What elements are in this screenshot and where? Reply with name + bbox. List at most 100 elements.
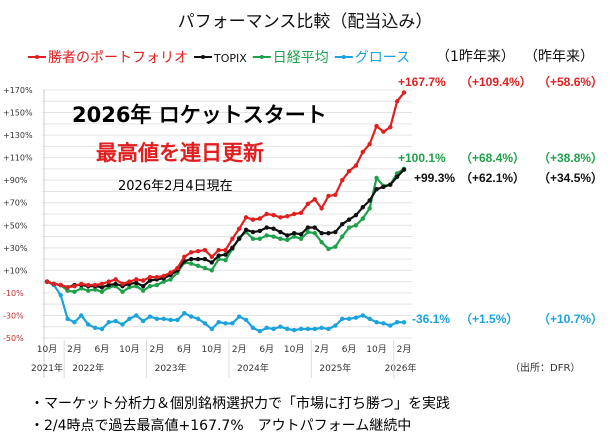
- data-point: [65, 285, 70, 290]
- legend-label: グロース: [355, 50, 410, 66]
- legend-marker: [201, 55, 205, 59]
- x-year-label: 2023年: [155, 362, 187, 374]
- data-point: [401, 90, 407, 95]
- data-point: [360, 149, 366, 155]
- data-point: [312, 230, 317, 236]
- note-line-1: ・マーケット分析力＆個別銘柄選択力で「市場に打ち勝つ」を実践: [30, 395, 450, 412]
- data-point: [216, 247, 221, 253]
- data-point: [271, 234, 276, 239]
- y-tick-label: +170%: [3, 86, 33, 95]
- data-point: [134, 280, 139, 285]
- data-point: [58, 292, 63, 298]
- data-point: [223, 321, 228, 326]
- series-3: [44, 279, 407, 334]
- y-tick-label: +150%: [3, 109, 33, 118]
- data-point: [161, 316, 166, 322]
- legend-label: 勝者のポートフォリオ: [48, 50, 188, 66]
- data-point: [65, 288, 70, 293]
- data-point: [360, 205, 366, 210]
- data-point: [381, 184, 386, 190]
- data-point: [147, 278, 153, 283]
- data-point: [257, 236, 263, 241]
- data-point: [154, 316, 160, 322]
- data-point: [168, 317, 173, 323]
- y-tick-label: +10%: [3, 266, 28, 275]
- x-tick-label: 6月: [259, 344, 274, 355]
- data-point: [134, 313, 139, 318]
- data-point: [394, 174, 400, 179]
- data-point: [278, 324, 283, 329]
- data-point: [209, 260, 214, 265]
- data-point: [202, 256, 208, 262]
- data-point: [195, 316, 201, 322]
- data-point: [127, 285, 132, 290]
- data-point: [278, 229, 283, 235]
- legend-label: 日経平均: [273, 50, 329, 66]
- data-point: [278, 215, 283, 220]
- final-value-label: +167.7%: [398, 75, 446, 89]
- data-point: [353, 315, 359, 320]
- final-value-label: -36.1%: [412, 312, 450, 326]
- data-point: [243, 215, 249, 220]
- data-point: [216, 253, 221, 258]
- data-point: [374, 123, 379, 129]
- data-point: [120, 322, 125, 327]
- data-point: [92, 325, 98, 331]
- data-point: [285, 214, 290, 219]
- data-point: [134, 277, 139, 282]
- data-point: [161, 273, 166, 279]
- data-point: [99, 285, 105, 290]
- legend-label: TOPIX: [213, 52, 247, 65]
- data-point: [278, 236, 283, 241]
- data-point: [319, 206, 324, 211]
- y-tick-label: +70%: [3, 199, 28, 208]
- data-point: [161, 279, 166, 284]
- data-point: [305, 225, 311, 230]
- x-year-label: 2026年: [385, 362, 417, 374]
- data-point: [72, 283, 77, 289]
- data-point: [127, 316, 132, 322]
- series-lines: [44, 90, 407, 334]
- data-point: [333, 244, 338, 249]
- data-point: [285, 233, 290, 238]
- data-point: [291, 234, 297, 239]
- data-point: [367, 198, 372, 203]
- data-point: [333, 192, 338, 198]
- data-point: [291, 211, 297, 217]
- data-point: [120, 289, 125, 294]
- data-point: [230, 245, 235, 251]
- x-tick-label: 2月: [314, 344, 329, 355]
- legend-marker: [259, 55, 264, 59]
- data-point: [388, 323, 393, 328]
- data-point: [209, 326, 214, 332]
- data-point: [264, 225, 269, 230]
- data-point: [209, 268, 214, 273]
- data-point: [298, 232, 304, 237]
- data-point: [291, 230, 297, 236]
- data-point: [175, 317, 180, 323]
- data-point: [305, 201, 311, 207]
- chart-title: パフォーマンス比較（配当込み）: [178, 12, 433, 32]
- data-point: [237, 226, 242, 231]
- as-of-date: 2026年2月4日現在: [118, 179, 233, 194]
- data-point: [319, 239, 324, 245]
- data-point: [85, 322, 91, 327]
- data-point: [243, 227, 249, 232]
- data-point: [147, 314, 153, 319]
- data-point: [305, 326, 311, 332]
- data-point: [264, 325, 269, 331]
- data-point: [333, 229, 338, 235]
- data-point: [346, 168, 352, 174]
- data-point: [72, 320, 77, 325]
- data-point: [340, 316, 345, 322]
- data-point: [79, 313, 84, 318]
- data-point: [195, 256, 201, 262]
- data-point: [326, 193, 331, 199]
- x-tick-label: 2月: [397, 344, 412, 355]
- data-point: [85, 288, 91, 293]
- data-point: [257, 228, 263, 234]
- data-point: [72, 289, 77, 294]
- x-tick-label: 2月: [67, 344, 82, 355]
- data-point: [65, 316, 70, 322]
- data-point: [202, 247, 208, 253]
